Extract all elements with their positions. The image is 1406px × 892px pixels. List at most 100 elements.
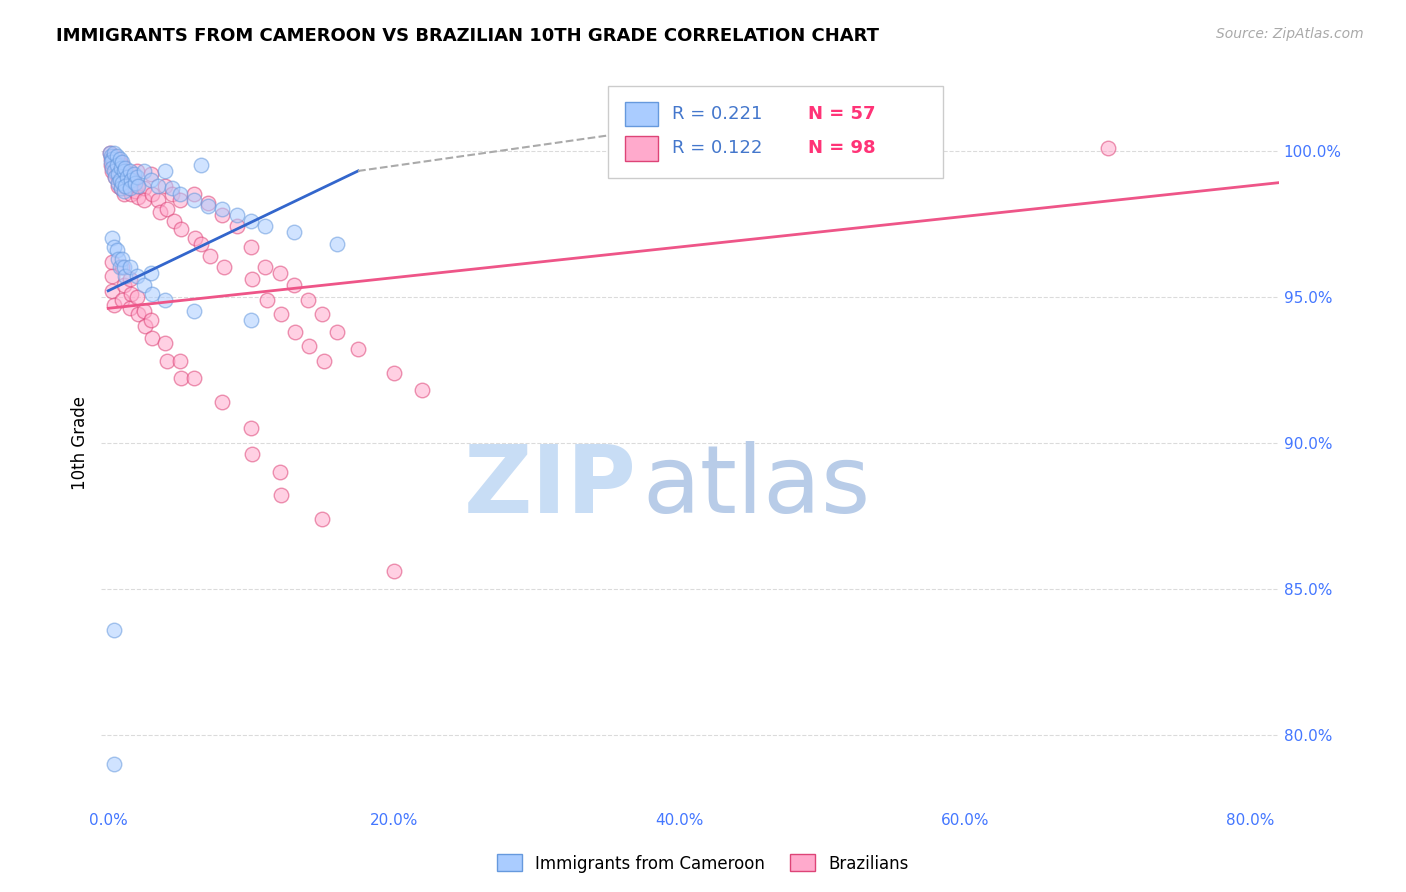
Text: IMMIGRANTS FROM CAMEROON VS BRAZILIAN 10TH GRADE CORRELATION CHART: IMMIGRANTS FROM CAMEROON VS BRAZILIAN 10… bbox=[56, 27, 879, 45]
Point bbox=[103, 240, 125, 254]
Point bbox=[134, 318, 156, 333]
Point bbox=[170, 222, 193, 236]
Text: atlas: atlas bbox=[643, 441, 872, 533]
Point bbox=[101, 153, 124, 167]
Point bbox=[163, 213, 186, 227]
Point bbox=[103, 164, 125, 178]
Point bbox=[118, 301, 141, 316]
Point bbox=[110, 161, 132, 175]
Point bbox=[115, 181, 138, 195]
Point bbox=[107, 167, 129, 181]
Point bbox=[132, 304, 155, 318]
Point bbox=[139, 266, 162, 280]
Point bbox=[155, 336, 177, 351]
Point bbox=[325, 325, 347, 339]
Point bbox=[118, 178, 141, 193]
Point bbox=[108, 155, 131, 169]
Point bbox=[112, 164, 135, 178]
FancyBboxPatch shape bbox=[626, 102, 658, 127]
Point bbox=[125, 164, 148, 178]
Point bbox=[100, 149, 122, 163]
Point bbox=[112, 187, 135, 202]
Point bbox=[112, 185, 135, 199]
Point bbox=[146, 193, 169, 207]
Point bbox=[127, 190, 149, 204]
Point bbox=[98, 146, 121, 161]
Point bbox=[105, 153, 128, 167]
Point bbox=[132, 193, 155, 207]
Point bbox=[212, 260, 235, 275]
Point bbox=[114, 269, 136, 284]
Legend: Immigrants from Cameroon, Brazilians: Immigrants from Cameroon, Brazilians bbox=[491, 847, 915, 880]
Point bbox=[190, 237, 212, 252]
Point bbox=[183, 187, 205, 202]
Point bbox=[242, 447, 264, 461]
Point bbox=[256, 293, 278, 307]
Point bbox=[311, 512, 333, 526]
Point bbox=[132, 181, 155, 195]
Point bbox=[325, 237, 347, 252]
Point bbox=[111, 293, 134, 307]
Point bbox=[114, 172, 136, 186]
Point bbox=[269, 465, 291, 479]
Point bbox=[127, 307, 149, 321]
Point bbox=[347, 343, 370, 357]
Point bbox=[169, 354, 191, 368]
Point bbox=[105, 243, 128, 257]
Point bbox=[156, 202, 179, 216]
Point bbox=[114, 164, 136, 178]
Point bbox=[162, 181, 184, 195]
Point bbox=[111, 169, 134, 184]
Point bbox=[311, 307, 333, 321]
Point bbox=[103, 298, 125, 312]
Point bbox=[103, 155, 125, 169]
Point bbox=[100, 155, 122, 169]
Point bbox=[101, 254, 124, 268]
Point bbox=[103, 146, 125, 161]
Point bbox=[155, 293, 177, 307]
Point bbox=[124, 176, 146, 190]
Point bbox=[312, 354, 335, 368]
Point bbox=[108, 164, 131, 178]
Point bbox=[242, 272, 264, 286]
Point bbox=[239, 313, 262, 327]
Point bbox=[162, 187, 184, 202]
Point bbox=[125, 178, 148, 193]
Point bbox=[110, 172, 132, 186]
Point bbox=[110, 181, 132, 195]
Point bbox=[254, 260, 277, 275]
Point bbox=[114, 161, 136, 175]
Point bbox=[101, 284, 124, 298]
Point bbox=[183, 304, 205, 318]
Y-axis label: 10th Grade: 10th Grade bbox=[72, 396, 89, 490]
Point bbox=[141, 187, 163, 202]
Point bbox=[104, 169, 127, 184]
Point bbox=[101, 269, 124, 284]
Point bbox=[98, 146, 121, 161]
Point bbox=[211, 202, 233, 216]
Point bbox=[125, 269, 148, 284]
Point bbox=[169, 187, 191, 202]
Text: R = 0.122: R = 0.122 bbox=[672, 139, 762, 157]
Point bbox=[118, 260, 141, 275]
Text: N = 98: N = 98 bbox=[808, 139, 876, 157]
Point bbox=[225, 208, 247, 222]
Point bbox=[270, 307, 292, 321]
Point bbox=[382, 366, 405, 380]
Point bbox=[104, 169, 127, 184]
Text: R = 0.221: R = 0.221 bbox=[672, 105, 762, 123]
Point bbox=[198, 249, 221, 263]
Point bbox=[115, 169, 138, 184]
Point bbox=[239, 240, 262, 254]
Point bbox=[112, 277, 135, 292]
Point bbox=[111, 155, 134, 169]
Point bbox=[108, 260, 131, 275]
Point bbox=[103, 623, 125, 637]
Point bbox=[155, 178, 177, 193]
Point bbox=[283, 225, 305, 239]
Point bbox=[107, 169, 129, 184]
Point bbox=[107, 178, 129, 193]
Point bbox=[112, 178, 135, 193]
Point bbox=[101, 231, 124, 245]
Point bbox=[269, 266, 291, 280]
